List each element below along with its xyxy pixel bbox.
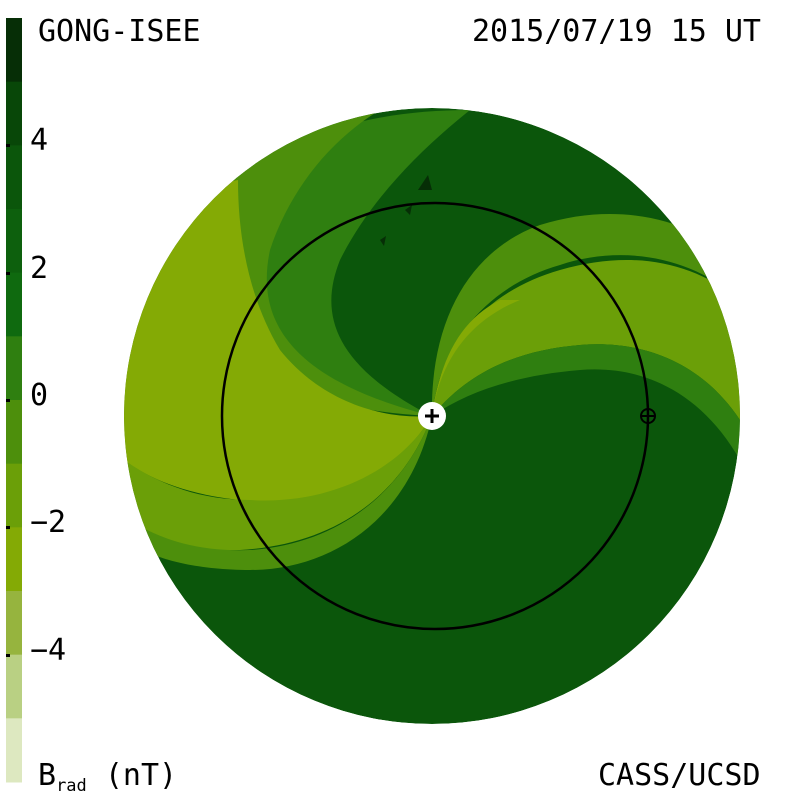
colorbar-tick-label: −2 [30,505,67,541]
colorbar-stripe [6,527,22,592]
quantity-symbol: B [38,758,57,793]
credit-label: CASS/UCSD [598,758,761,793]
colorbar-tick-label: −4 [30,632,67,668]
strong-field-blobs [380,175,432,246]
source-label: GONG-ISEE [38,14,201,49]
sun-plus-icon [418,402,446,430]
colorbar-stripe [6,272,22,337]
colorbar-tick-mark [6,526,10,530]
negative-field-region-left [124,180,432,502]
colorbar-stripe [6,463,22,528]
colorbar-tick-mark [6,399,10,402]
colorbar-tick-mark [6,144,10,148]
colorbar-stripe [6,718,22,783]
colorbar-stripes [6,18,22,783]
unit-text: (nT) [104,758,178,793]
neutral-field-arm-right-outer [431,213,740,416]
negative-field-arm-core [432,300,520,416]
colorbar-unit-label: Brad (nT) [38,758,177,796]
negative-field-band-lower-2 [130,416,432,570]
colorbar-tick-label: 2 [30,250,49,286]
colorbar-stripe [6,336,22,401]
colorbar-stripe [6,654,22,719]
colorbar-stripe [6,81,22,146]
colorbar-stripe [6,400,22,465]
colorbar-stripe [6,145,22,210]
colorbar-stripe [6,591,22,656]
medium-field-arm-right-inner [432,344,740,460]
colorbar-tick-label: 4 [30,123,49,159]
colorbar-stripe [6,209,22,274]
colorbar-tick-mark [6,653,10,657]
colorbar-stripe [6,18,22,83]
negative-field-band-lower-1 [124,416,432,551]
earth-circle-plus-icon [640,408,656,424]
colorbar-tick-label: 0 [30,378,49,413]
quantity-subscript: rad [56,776,87,796]
neutral-field-band-upper [180,110,432,416]
timestamp-label: 2015/07/19 15 UT [472,14,761,49]
colorbar-tick-mark [6,271,10,275]
